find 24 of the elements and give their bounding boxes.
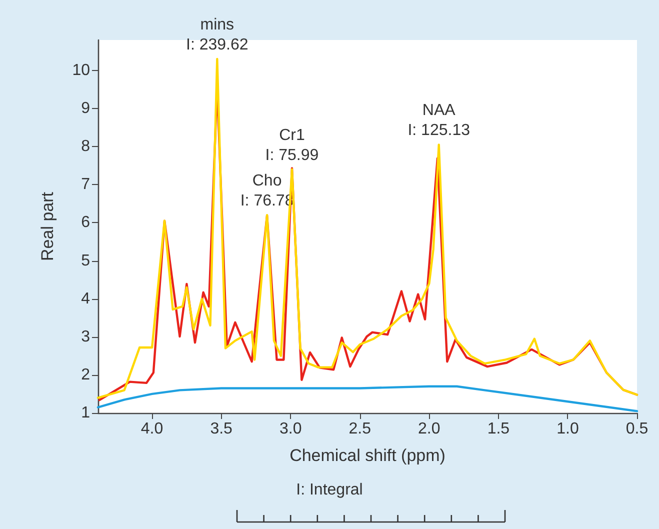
y-tick-label: 10	[72, 62, 90, 79]
x-tick-label: 0.5	[626, 420, 648, 438]
x-axis-title: Chemical shift (ppm)	[290, 446, 446, 465]
x-tick-label: 2.5	[348, 420, 372, 438]
x-tick-label: 4.0	[140, 420, 164, 438]
y-tick-label: 8	[81, 138, 90, 156]
annotation: NAA I: 125.13	[408, 102, 470, 140]
x-tick-label: 1.5	[487, 420, 510, 438]
x-tick-label: 3.0	[279, 420, 302, 438]
y-tick-label: 7	[81, 176, 90, 194]
y-tick-label: 2	[81, 366, 90, 384]
y-axis-title: Real part	[38, 192, 57, 261]
x-tick-label: 1.0	[556, 420, 579, 438]
x-tick-label: 2.0	[418, 420, 440, 438]
y-tick-label: 6	[81, 214, 90, 232]
text: I: Integral	[296, 482, 363, 498]
y-tick-label: 4	[81, 290, 90, 308]
y-tick-label: 5	[81, 252, 90, 270]
annotation: mins I: 239.62	[186, 16, 248, 54]
y-tick-label: 1	[81, 404, 90, 422]
y-tick-label: 3	[81, 328, 90, 346]
x-tick-label: 3.5	[210, 420, 233, 438]
annotation: Cr1 I: 75.99	[265, 126, 319, 164]
y-tick-label: 9	[81, 100, 90, 118]
